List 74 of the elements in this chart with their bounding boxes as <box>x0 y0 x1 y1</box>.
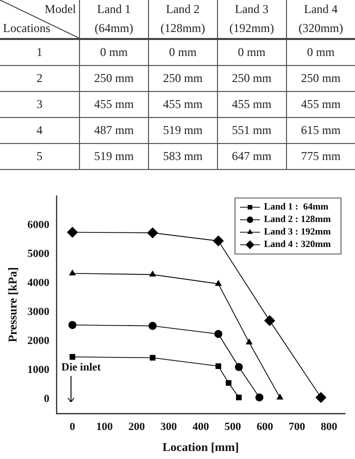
x-tick-label: 400 <box>192 420 210 433</box>
text: Land 3 (192mm) <box>217 0 286 39</box>
x-tick-label: 500 <box>224 420 242 433</box>
text: Land 2 (128mm) <box>148 0 218 39</box>
point <box>315 392 326 403</box>
text: 4 <box>0 118 80 144</box>
text: 250 mm <box>148 66 218 92</box>
legend-label: Land 3 : 192mm <box>264 228 331 238</box>
point <box>226 380 232 386</box>
text: 455 mm <box>217 92 286 118</box>
point <box>236 394 242 400</box>
x-tick-label: 700 <box>288 420 306 433</box>
legend-label: Land 1 : 64mm <box>264 202 328 213</box>
text: 647 mm <box>217 144 286 170</box>
text: 775 mm <box>286 144 355 170</box>
text: 5 <box>0 144 80 170</box>
text: Land 4 (320mm) <box>286 0 355 39</box>
x-tick-label: 0 <box>70 420 76 433</box>
y-tick-label: 1000 <box>27 364 50 376</box>
text: Locations <box>3 20 50 37</box>
text: 455 mm <box>286 92 355 118</box>
point <box>68 269 76 276</box>
x-tick-label: 200 <box>128 420 146 433</box>
point <box>214 280 222 286</box>
point <box>216 363 222 369</box>
y-tick-label: 6000 <box>27 218 50 231</box>
y-axis-title: Pressure [kPa] <box>5 267 20 342</box>
x-tick-label: 800 <box>320 420 338 433</box>
x-tick-label: 100 <box>96 420 114 433</box>
text: 0 mm <box>217 39 286 66</box>
point <box>212 235 224 246</box>
text: 455 mm <box>80 92 148 118</box>
point <box>264 315 276 326</box>
text: 250 mm <box>286 66 355 92</box>
text: Model <box>44 1 76 18</box>
point <box>246 338 253 344</box>
text: 583 mm <box>148 144 218 170</box>
point <box>66 226 78 238</box>
text: 1 <box>0 39 80 66</box>
text: 0 mm <box>148 39 218 66</box>
text: 455 mm <box>148 92 218 118</box>
point <box>214 330 222 338</box>
x-axis-title: Location [mm] <box>162 440 239 454</box>
y-tick-label: 5000 <box>27 248 50 260</box>
text: 519 mm <box>80 144 148 170</box>
y-tick-label: 0 <box>44 392 50 405</box>
text: 0 mm <box>80 39 148 66</box>
point <box>68 320 76 329</box>
text: 250 mm <box>217 66 286 92</box>
x-tick-label: 300 <box>160 420 178 433</box>
point <box>148 322 157 330</box>
text: 615 mm <box>286 118 355 144</box>
text: 551 mm <box>217 118 286 144</box>
text: 519 mm <box>148 118 218 144</box>
point <box>150 354 156 361</box>
text: 0 mm <box>286 39 355 66</box>
legend-label: Land 4 : 320mm <box>264 240 331 250</box>
y-tick-label: 4000 <box>27 276 50 289</box>
point <box>147 227 158 238</box>
point <box>70 354 76 360</box>
text: 2 <box>0 66 80 92</box>
text: 250 mm <box>80 66 148 92</box>
point <box>149 270 156 277</box>
legend-label: Land 2 : 128mm <box>264 215 331 226</box>
text: Land 1 (64mm) <box>80 0 148 39</box>
y-tick-label: 3000 <box>27 306 50 318</box>
y-tick-label: 2000 <box>27 334 50 347</box>
point <box>234 363 243 372</box>
x-tick-label: 600 <box>256 420 274 433</box>
text: 3 <box>0 92 80 118</box>
point <box>255 393 264 402</box>
text: 487 mm <box>80 118 148 144</box>
point <box>276 393 284 400</box>
annotation: Die inlet <box>61 362 102 374</box>
